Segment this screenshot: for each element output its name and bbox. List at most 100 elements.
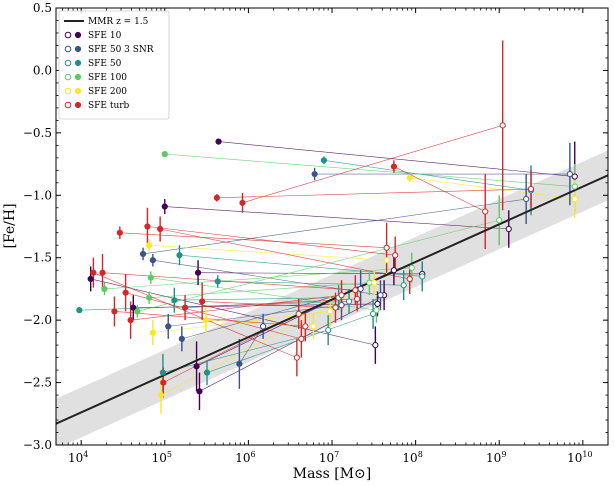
y-tick-label: 0.0 xyxy=(33,63,52,77)
marker-filled-s4-p2 xyxy=(149,329,156,336)
marker-open-s1-p2 xyxy=(377,292,384,299)
marker-filled-s0-p2 xyxy=(87,275,94,283)
marker-filled-s0-p1 xyxy=(215,138,222,145)
marker-open-s0-p0 xyxy=(505,225,512,233)
legend-label: SFE 50 xyxy=(88,59,122,69)
x-axis: 104 105 106 107 108 109 1010 xyxy=(55,8,609,465)
connector-s1-p1 xyxy=(143,198,527,255)
connector-s5-p12 xyxy=(202,301,336,308)
marker-filled-s1-p0 xyxy=(311,170,318,178)
connector-s5-p6 xyxy=(93,272,297,358)
connector-s5-p1 xyxy=(242,125,503,204)
marker-open-s0-p6 xyxy=(374,300,381,308)
connector-s2-p1 xyxy=(79,301,350,311)
marker-filled-s5-p7 xyxy=(99,269,106,276)
marker-open-s2-p6 xyxy=(325,327,332,334)
marker-filled-s3-p0 xyxy=(161,150,168,158)
marker-filled-s1-p5 xyxy=(165,323,172,330)
connector-lines xyxy=(79,125,575,396)
connector-s5-p9 xyxy=(114,311,306,327)
legend-open-marker xyxy=(64,87,72,95)
marker-open-s5-p9 xyxy=(302,323,309,330)
marker-open-s3-p3 xyxy=(496,217,503,224)
connector-s5-p5 xyxy=(160,228,410,280)
legend-label: SFE 200 xyxy=(88,87,127,97)
marker-open-s4-p4 xyxy=(310,323,317,330)
marker-filled-s5-p1 xyxy=(239,199,246,206)
connector-s2-p2 xyxy=(179,254,423,277)
marker-open-s5-p2 xyxy=(482,208,489,215)
marker-open-s5-p0 xyxy=(527,185,535,193)
marker-filled-s1-p2 xyxy=(149,257,156,264)
marker-open-s2-p2 xyxy=(419,273,426,280)
marker-open-s5-p13 xyxy=(354,295,361,303)
marker-open-s2-p3 xyxy=(400,282,407,289)
connector-s0-p1 xyxy=(218,141,575,177)
connector-s0-p0 xyxy=(164,206,509,230)
legend-filled-marker xyxy=(74,31,82,39)
marker-open-s0-p1 xyxy=(571,173,578,180)
marker-open-s5-p6 xyxy=(293,354,300,361)
marker-filled-s5-p10 xyxy=(127,317,134,324)
legend-open-marker xyxy=(64,31,72,39)
x-tick-label: 105 xyxy=(152,450,172,465)
connector-s5-p0 xyxy=(216,188,532,199)
connector-s5-p10 xyxy=(130,294,342,321)
marker-filled-s5-p13 xyxy=(181,304,189,311)
y-tick-label: −2.0 xyxy=(23,313,52,327)
legend-filled-marker xyxy=(74,45,82,53)
marker-filled-s5-p12 xyxy=(199,298,206,305)
x-tick-label: 106 xyxy=(235,450,255,465)
legend-open-marker xyxy=(64,73,72,81)
marker-filled-s1-p3 xyxy=(236,360,243,367)
marker-filled-s3-p1 xyxy=(101,285,108,293)
connector-s4-p0 xyxy=(409,177,575,200)
y-axis: −3.0 −2.5 −2.0 −1.5 −1.0 −0.5 0.0 0.5 xyxy=(23,1,608,452)
marker-filled-s5-p9 xyxy=(111,308,118,315)
connector-s0-p4 xyxy=(199,294,385,392)
marker-filled-s2-p5 xyxy=(171,297,178,304)
legend-open-marker xyxy=(64,59,72,67)
marker-open-s5-p11 xyxy=(295,310,302,317)
y-tick-label: −0.5 xyxy=(23,126,52,140)
legend-open-marker xyxy=(64,45,72,53)
legend-label-mmr: MMR z = 1.5 xyxy=(88,17,149,27)
marker-filled-s4-p0 xyxy=(406,174,413,181)
marker-open-s1-p0 xyxy=(566,170,573,178)
marker-open-s4-p2 xyxy=(327,308,334,315)
marker-filled-s3-p4 xyxy=(147,274,154,281)
legend-label: SFE turb xyxy=(88,101,130,111)
marker-open-s1-p3 xyxy=(260,323,267,330)
marker-filled-s5-p2 xyxy=(390,163,398,170)
y-tick-label: 0.5 xyxy=(33,1,52,15)
connector-s5-p4 xyxy=(147,226,396,256)
marker-filled-s2-p3 xyxy=(214,278,221,285)
marker-filled-s5-p11 xyxy=(160,379,167,386)
y-axis-label: [Fe/H] xyxy=(2,203,18,248)
marker-open-s3-p1 xyxy=(408,264,415,271)
legend-label: SFE 10 xyxy=(88,31,122,41)
marker-open-s5-p1 xyxy=(499,122,506,129)
legend-filled-marker xyxy=(74,73,82,81)
connector-s5-p3 xyxy=(119,232,387,249)
marker-filled-s0-p0 xyxy=(161,203,168,210)
marker-open-s2-p4 xyxy=(369,310,377,317)
x-tick-label: 109 xyxy=(486,450,506,465)
marker-filled-s5-p4 xyxy=(144,223,151,230)
marker-filled-s4-p3 xyxy=(157,391,165,399)
legend-filled-marker xyxy=(74,101,82,109)
marker-open-s1-p5 xyxy=(338,302,345,309)
x-tick-label: 1010 xyxy=(567,450,592,465)
x-tick-label: 107 xyxy=(319,450,339,465)
marker-filled-s5-p5 xyxy=(157,225,164,233)
marker-filled-s2-p1 xyxy=(76,307,83,314)
marker-filled-s0-p6 xyxy=(130,304,137,311)
marker-open-s5-p10 xyxy=(338,292,345,299)
marker-filled-s5-p6 xyxy=(90,269,97,276)
marker-filled-s5-p3 xyxy=(116,229,123,236)
marker-filled-s1-p4 xyxy=(178,335,185,342)
legend-filled-marker xyxy=(74,87,82,95)
marker-filled-s4-p1 xyxy=(146,242,153,249)
marker-filled-s0-p5 xyxy=(193,363,200,370)
